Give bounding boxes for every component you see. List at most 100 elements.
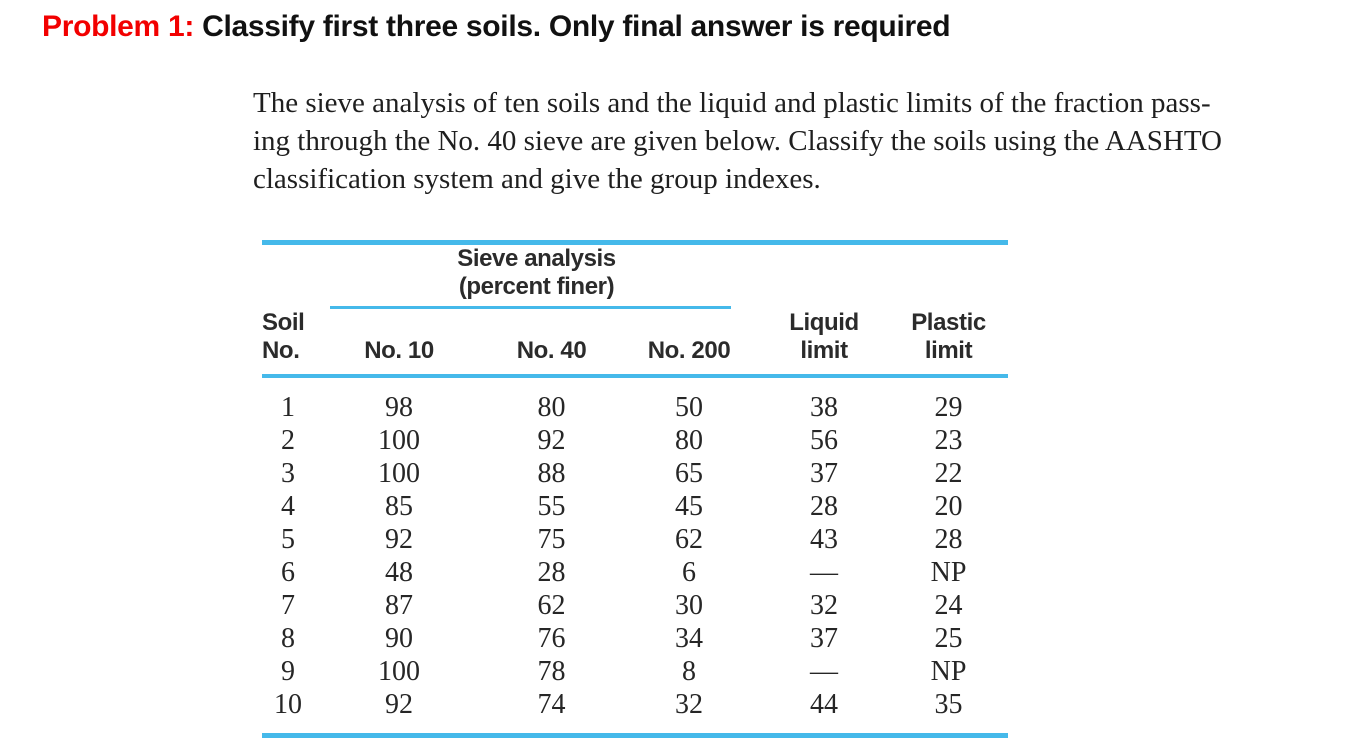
header-no10: No. 10 (314, 309, 484, 378)
table-row: 7 87 62 30 32 24 (262, 589, 1008, 622)
cell-no200: 62 (675, 524, 703, 555)
cell-soil-no: 7 (281, 590, 295, 621)
sieve-group-underline (330, 306, 731, 309)
cell-no10: 87 (385, 590, 413, 621)
header-liquid-line1: Liquid (789, 309, 859, 336)
cell-no10: 48 (385, 557, 413, 588)
cell-liquid-limit: 38 (810, 392, 838, 423)
sieve-group-subtitle: (percent finer) (458, 273, 615, 300)
cell-plastic-limit: 23 (934, 425, 963, 456)
cell-plastic-limit: NP (930, 557, 967, 588)
cell-soil-no: 1 (281, 392, 295, 423)
cell-no40: 55 (537, 491, 566, 522)
cell-no10: 100 (378, 656, 420, 687)
cell-liquid-limit: 44 (810, 689, 838, 720)
header-plastic-line1: Plastic (911, 309, 986, 336)
cell-plastic-limit: NP (930, 656, 967, 687)
cell-no40: 88 (537, 458, 566, 489)
header-no200: No. 200 (619, 309, 759, 378)
statement-line-3: classification system and give the group… (253, 163, 821, 195)
cell-soil-no: 2 (281, 425, 295, 456)
soil-data-table: Sieve analysis (percent finer) Soil No. … (262, 240, 1008, 738)
cell-no200: 65 (675, 458, 703, 489)
column-header-row: Soil No. No. 10 No. 40 No. 200 Liquid li… (262, 309, 1008, 378)
cell-liquid-limit: 37 (810, 623, 838, 654)
empty-header-cell (262, 243, 314, 310)
cell-no10: 100 (378, 425, 420, 456)
header-plastic-limit: Plastic limit (889, 309, 1008, 378)
cell-no40: 74 (537, 689, 566, 720)
sieve-group-title: Sieve analysis (457, 245, 616, 272)
header-soil-no-line2: No. (262, 337, 300, 364)
cell-soil-no: 4 (281, 491, 295, 522)
statement-line-2: ing through the No. 40 sieve are given b… (253, 125, 1222, 157)
cell-liquid-limit: 37 (810, 458, 838, 489)
sieve-analysis-group-header: Sieve analysis (percent finer) (314, 243, 759, 309)
cell-no200: 8 (682, 656, 696, 687)
cell-no10: 92 (385, 689, 413, 720)
cell-no200: 6 (682, 557, 696, 588)
cell-plastic-limit: 28 (934, 524, 963, 555)
cell-soil-no: 8 (281, 623, 295, 654)
cell-soil-no: 6 (281, 557, 295, 588)
cell-soil-no: 3 (281, 458, 295, 489)
cell-no10: 100 (378, 458, 420, 489)
soil-table-body: 1 98 80 50 38 29 2 100 92 80 56 23 3 100… (262, 376, 1008, 736)
cell-plastic-limit: 20 (934, 491, 963, 522)
cell-no40: 75 (537, 524, 566, 555)
cell-soil-no: 9 (281, 656, 295, 687)
table-row: 1 98 80 50 38 29 (262, 376, 1008, 424)
cell-liquid-limit: 32 (810, 590, 838, 621)
table-header: Sieve analysis (percent finer) Soil No. … (262, 243, 1008, 378)
header-soil-no: Soil No. (262, 309, 314, 378)
header-liquid-line2: limit (800, 337, 848, 364)
statement-line-1: The sieve analysis of ten soils and the … (253, 87, 1211, 119)
cell-no200: 80 (675, 425, 703, 456)
cell-no40: 80 (537, 392, 566, 423)
table-row: 6 48 28 6 — NP (262, 556, 1008, 589)
cell-no200: 32 (675, 689, 703, 720)
header-soil-no-line1: Soil (262, 309, 305, 336)
cell-liquid-limit: 28 (810, 491, 838, 522)
table-row: 5 92 75 62 43 28 (262, 523, 1008, 556)
table-row: 10 92 74 32 44 35 (262, 688, 1008, 736)
empty-header-cell (889, 243, 1008, 310)
header-liquid-limit: Liquid limit (759, 309, 889, 378)
cell-plastic-limit: 24 (934, 590, 963, 621)
cell-liquid-limit: — (810, 656, 838, 687)
cell-liquid-limit: 43 (810, 524, 838, 555)
table-row: 8 90 76 34 37 25 (262, 622, 1008, 655)
cell-liquid-limit: — (810, 557, 838, 588)
cell-plastic-limit: 29 (934, 392, 963, 423)
cell-no10: 92 (385, 524, 413, 555)
cell-soil-no: 10 (274, 689, 302, 720)
cell-no200: 50 (675, 392, 703, 423)
group-header-row: Sieve analysis (percent finer) (262, 243, 1008, 310)
cell-no10: 90 (385, 623, 413, 654)
cell-plastic-limit: 35 (934, 689, 963, 720)
cell-no200: 34 (675, 623, 703, 654)
cell-no40: 92 (537, 425, 566, 456)
table-row: 4 85 55 45 28 20 (262, 490, 1008, 523)
cell-plastic-limit: 25 (934, 623, 963, 654)
cell-no40: 78 (537, 656, 566, 687)
table-row: 9 100 78 8 — NP (262, 655, 1008, 688)
cell-no40: 28 (537, 557, 566, 588)
problem-number-label: Problem 1: (42, 10, 195, 43)
cell-no40: 76 (537, 623, 566, 654)
cell-no10: 98 (385, 392, 413, 423)
header-no40: No. 40 (484, 309, 619, 378)
problem-statement: The sieve analysis of ten soils and the … (253, 84, 1313, 198)
cell-no40: 62 (537, 590, 566, 621)
table-row: 3 100 88 65 37 22 (262, 457, 1008, 490)
table-row: 2 100 92 80 56 23 (262, 424, 1008, 457)
header-plastic-line2: limit (924, 337, 973, 364)
problem-title-text: Classify first three soils. Only final a… (202, 10, 951, 43)
cell-no10: 85 (385, 491, 413, 522)
empty-header-cell (759, 243, 889, 310)
cell-soil-no: 5 (281, 524, 295, 555)
cell-plastic-limit: 22 (934, 458, 963, 489)
cell-no200: 45 (675, 491, 703, 522)
cell-liquid-limit: 56 (810, 425, 838, 456)
